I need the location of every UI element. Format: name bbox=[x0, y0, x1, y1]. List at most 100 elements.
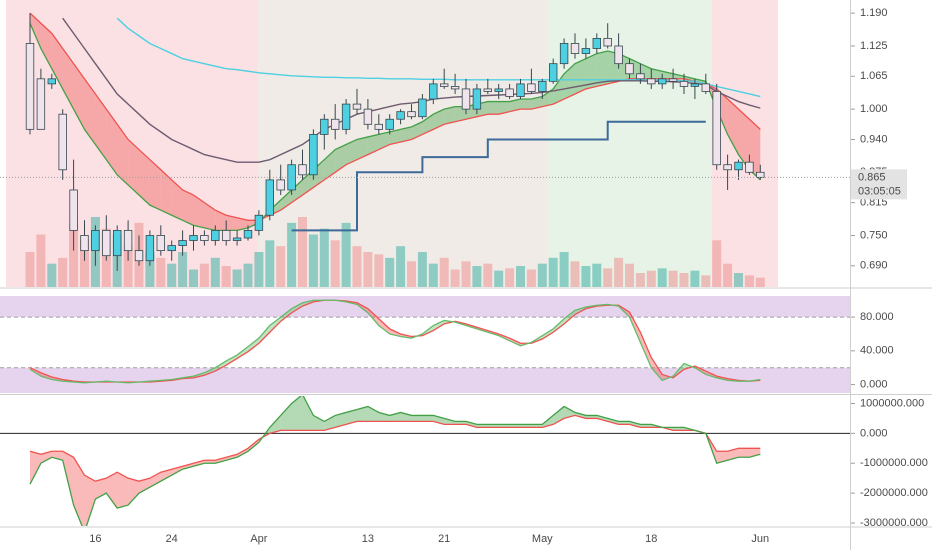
candle-body bbox=[276, 179, 285, 191]
volume-bar bbox=[744, 275, 754, 287]
volume-bar bbox=[298, 217, 307, 287]
volume-bar bbox=[428, 263, 438, 287]
candle-body bbox=[472, 88, 482, 110]
cloud-fill bbox=[520, 424, 532, 428]
candle-body bbox=[178, 240, 187, 246]
candle-body bbox=[734, 161, 743, 171]
y-tick-label: 0.000 bbox=[860, 378, 888, 390]
candle-body bbox=[658, 78, 667, 85]
cloud-fill bbox=[640, 332, 652, 368]
candle-body bbox=[352, 103, 362, 110]
cloud-fill bbox=[226, 355, 238, 366]
line-line bbox=[62, 17, 761, 163]
volume-bar bbox=[210, 257, 220, 287]
candle-body bbox=[69, 189, 78, 231]
cloud-fill bbox=[651, 357, 663, 381]
cloud-fill bbox=[553, 406, 565, 425]
volume-bar bbox=[221, 266, 231, 287]
candle-body bbox=[156, 235, 165, 252]
cloud-fill bbox=[509, 99, 521, 112]
volume-bar bbox=[58, 257, 68, 287]
volume-bar bbox=[505, 268, 515, 287]
volume-bar bbox=[396, 246, 406, 287]
cloud-fill bbox=[204, 460, 216, 464]
cloud-fill bbox=[269, 415, 281, 434]
cloud-fill bbox=[673, 427, 684, 431]
cloud-line-a bbox=[29, 299, 761, 384]
candle-body bbox=[396, 111, 405, 120]
candle-body bbox=[679, 80, 689, 87]
cloud-fill bbox=[128, 478, 139, 506]
candle-body bbox=[527, 83, 536, 92]
candle-body bbox=[494, 88, 503, 92]
y-tick-label: 80.000 bbox=[860, 311, 894, 323]
candle-body bbox=[189, 235, 198, 241]
y-tick-label: 1.065 bbox=[860, 70, 888, 82]
cloud-fill bbox=[476, 424, 488, 428]
cloud-fill bbox=[117, 472, 129, 509]
candle-body bbox=[450, 86, 460, 90]
cloud-fill bbox=[335, 144, 347, 173]
band-shade bbox=[0, 367, 850, 393]
candle-body bbox=[461, 88, 471, 110]
candle-body bbox=[200, 235, 209, 241]
x-tick-label: Apr bbox=[250, 533, 267, 545]
volume-bar bbox=[581, 266, 591, 287]
x-tick-label: Jun bbox=[751, 533, 769, 545]
zone-bear bbox=[712, 0, 778, 287]
countdown: 03:05:05 bbox=[858, 185, 901, 197]
candle-body bbox=[123, 230, 133, 252]
cloud-fill bbox=[51, 33, 63, 89]
band-shade bbox=[0, 296, 850, 318]
candle-body bbox=[614, 45, 623, 65]
volume-bar bbox=[156, 257, 166, 287]
cloud-fill bbox=[553, 73, 565, 105]
last-price: 0.865 bbox=[858, 171, 886, 183]
candle-body bbox=[559, 43, 569, 65]
cloud-fill bbox=[182, 189, 194, 226]
cloud-fill bbox=[237, 448, 248, 458]
cloud-fill bbox=[618, 421, 630, 425]
y-tick-label: 0.690 bbox=[860, 260, 888, 272]
cloud-fill bbox=[367, 134, 379, 155]
candle-body bbox=[211, 230, 220, 241]
cloud-fill bbox=[531, 424, 543, 428]
cloud-fill bbox=[749, 448, 761, 458]
candle-body bbox=[232, 237, 242, 241]
cloud-fill bbox=[357, 406, 368, 422]
volume-bar bbox=[167, 263, 177, 287]
pane bbox=[0, 12, 850, 287]
volume-bar bbox=[254, 252, 264, 287]
candle-body bbox=[330, 118, 340, 130]
volume-bar bbox=[592, 263, 602, 287]
y-tick-label: 1000000.000 bbox=[860, 397, 924, 409]
cloud-fill bbox=[313, 415, 325, 431]
cloud-fill bbox=[171, 466, 183, 476]
candle-body bbox=[80, 235, 89, 252]
cloud-fill bbox=[487, 101, 499, 115]
cloud-fill bbox=[106, 472, 118, 509]
cloud-fill bbox=[128, 139, 139, 196]
cloud-fill bbox=[346, 409, 357, 425]
candle-body bbox=[320, 118, 329, 135]
cloud-fill bbox=[564, 310, 575, 324]
volume-bar bbox=[25, 252, 35, 287]
cloud-fill bbox=[269, 317, 281, 333]
candle-body bbox=[298, 164, 307, 176]
candle-body bbox=[439, 83, 449, 87]
candle-body bbox=[418, 98, 427, 118]
volume-bar bbox=[374, 254, 384, 287]
y-tick-label: 1.190 bbox=[860, 7, 888, 19]
candle-body bbox=[309, 134, 318, 176]
cloud-fill bbox=[84, 475, 96, 526]
candle-body bbox=[647, 78, 656, 85]
candle-body bbox=[603, 38, 612, 47]
cloud-fill bbox=[291, 396, 303, 431]
candle-body bbox=[167, 245, 176, 252]
cloud-fill bbox=[662, 71, 674, 79]
cloud-fill bbox=[171, 179, 183, 221]
cloud-fill bbox=[73, 457, 85, 526]
volume-bar bbox=[363, 252, 373, 287]
cloud-fill bbox=[248, 338, 259, 352]
